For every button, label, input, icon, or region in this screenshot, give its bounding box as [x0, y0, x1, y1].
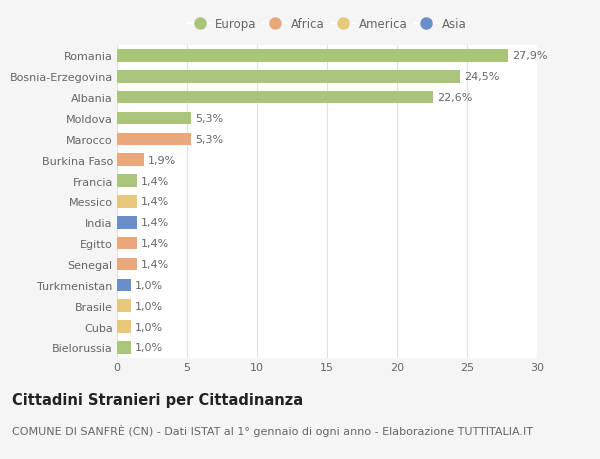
- Bar: [117, 258, 137, 271]
- Text: 1,0%: 1,0%: [135, 322, 163, 332]
- Text: 1,4%: 1,4%: [141, 218, 169, 228]
- Bar: [117, 71, 460, 84]
- Text: Cittadini Stranieri per Cittadinanza: Cittadini Stranieri per Cittadinanza: [12, 392, 303, 408]
- Bar: [117, 300, 131, 312]
- Bar: [117, 50, 508, 62]
- Text: COMUNE DI SANFRÈ (CN) - Dati ISTAT al 1° gennaio di ogni anno - Elaborazione TUT: COMUNE DI SANFRÈ (CN) - Dati ISTAT al 1°…: [12, 425, 533, 437]
- Bar: [117, 279, 131, 291]
- Bar: [117, 154, 143, 167]
- Text: 5,3%: 5,3%: [196, 114, 224, 124]
- Text: 22,6%: 22,6%: [437, 93, 473, 103]
- Text: 1,0%: 1,0%: [135, 301, 163, 311]
- Bar: [117, 92, 433, 104]
- Bar: [117, 112, 191, 125]
- Text: 1,9%: 1,9%: [148, 155, 176, 165]
- Bar: [117, 133, 191, 146]
- Bar: [117, 320, 131, 333]
- Text: 5,3%: 5,3%: [196, 134, 224, 145]
- Text: 1,4%: 1,4%: [141, 197, 169, 207]
- Bar: [117, 175, 137, 187]
- Text: 1,4%: 1,4%: [141, 259, 169, 269]
- Legend: Europa, Africa, America, Asia: Europa, Africa, America, Asia: [185, 16, 469, 34]
- Text: 1,4%: 1,4%: [141, 239, 169, 249]
- Text: 1,0%: 1,0%: [135, 280, 163, 290]
- Text: 24,5%: 24,5%: [464, 72, 500, 82]
- Text: 27,9%: 27,9%: [512, 51, 547, 62]
- Bar: [117, 237, 137, 250]
- Bar: [117, 196, 137, 208]
- Bar: [117, 217, 137, 229]
- Bar: [117, 341, 131, 354]
- Text: 1,4%: 1,4%: [141, 176, 169, 186]
- Text: 1,0%: 1,0%: [135, 342, 163, 353]
